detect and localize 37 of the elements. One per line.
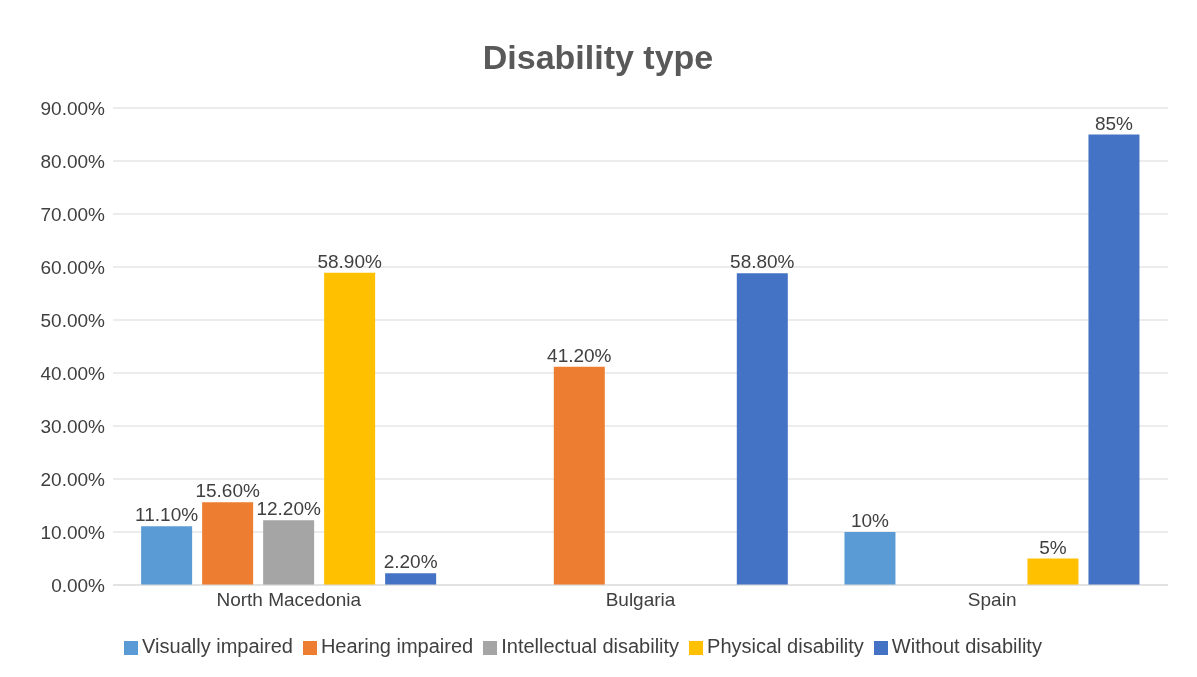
y-tick-label: 40.00% <box>40 362 106 384</box>
data-label: 10% <box>850 510 890 531</box>
y-tick-label: 30.00% <box>40 415 106 437</box>
legend-label: Visually impaired <box>142 635 293 657</box>
y-tick-label: 80.00% <box>40 150 106 172</box>
bar <box>1088 134 1140 585</box>
bar <box>263 520 315 585</box>
legend-label: Without disability <box>891 635 1042 657</box>
bar <box>553 366 605 585</box>
y-tick-label: 90.00% <box>40 97 106 119</box>
x-tick-label: Bulgaria <box>605 589 676 611</box>
bar <box>385 573 437 585</box>
bar <box>324 272 376 585</box>
bar <box>1027 558 1079 585</box>
legend-label: Intellectual disability <box>501 635 680 657</box>
legend-label: Hearing impaired <box>320 635 474 657</box>
y-tick-label: 60.00% <box>40 256 106 278</box>
y-tick-label: 70.00% <box>40 203 106 225</box>
legend-label: Physical disability <box>707 635 864 657</box>
x-tick-label: Spain <box>967 589 1017 611</box>
data-label: 41.20% <box>547 344 612 366</box>
data-label: 58.80% <box>730 251 795 273</box>
data-label: 11.10% <box>135 504 199 526</box>
x-tick-label: North Macedonia <box>216 589 362 611</box>
bar <box>844 532 896 585</box>
data-label: 58.90% <box>317 250 382 272</box>
y-tick-label: 0.00% <box>51 574 106 596</box>
y-tick-label: 50.00% <box>40 309 106 331</box>
y-tick-label: 20.00% <box>40 468 106 490</box>
data-label: 5% <box>1039 536 1067 558</box>
data-label: 85% <box>1094 112 1134 134</box>
bar <box>141 526 193 585</box>
bar <box>736 273 788 585</box>
chart-title: Disability type <box>481 37 715 78</box>
bar <box>202 502 254 585</box>
y-tick-label: 10.00% <box>40 521 106 543</box>
data-label: 2.20% <box>383 551 438 573</box>
